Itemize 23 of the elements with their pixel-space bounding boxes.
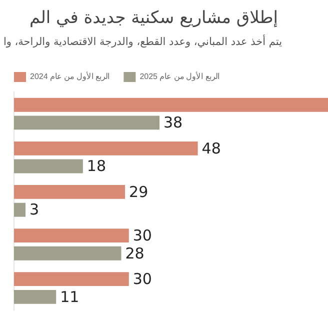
data-label: 11 — [60, 288, 80, 306]
data-label: 28 — [125, 244, 144, 262]
bar — [14, 202, 26, 217]
data-label: 29 — [129, 182, 148, 201]
bar — [14, 116, 160, 130]
bar — [14, 159, 83, 174]
bar — [14, 228, 129, 242]
data-label: 30 — [132, 270, 152, 288]
data-label: 38 — [164, 114, 183, 132]
bar — [14, 185, 126, 199]
bar — [14, 246, 122, 260]
bar — [14, 98, 328, 112]
chart-title: إطلاق مشاريع سكنية جديدة في الم — [29, 8, 278, 28]
data-label: 3 — [29, 200, 40, 219]
data-label: 30 — [132, 226, 152, 244]
chart-subtitle: يتم أخذ عدد المباني، وعدد القطع، والدرجة الاقتصادية والراحة، وا — [3, 36, 282, 48]
bar — [14, 272, 129, 286]
data-label: 18 — [86, 157, 106, 176]
bar — [14, 290, 56, 304]
legend-label: الربع الأول من عام 2025 — [140, 71, 220, 82]
legend-label: الربع الأول من عام 2024 — [30, 71, 110, 82]
bar — [14, 141, 198, 156]
data-label: 48 — [202, 139, 221, 158]
